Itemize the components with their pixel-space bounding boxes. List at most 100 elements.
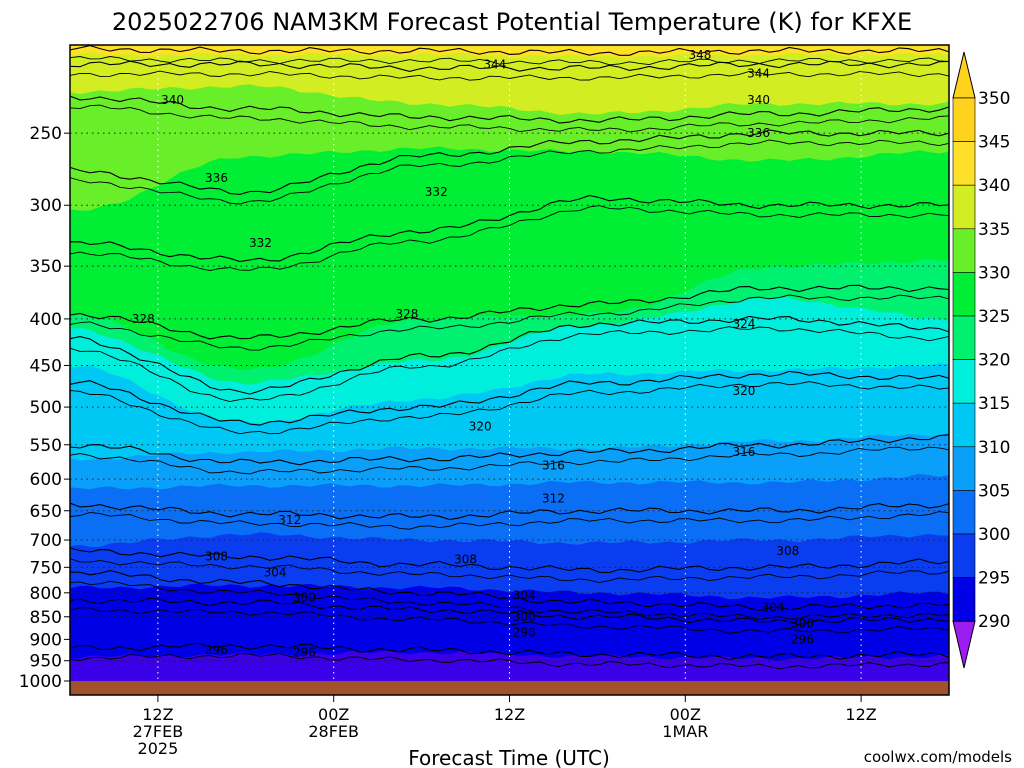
colorbar-swatch <box>952 533 976 578</box>
contour-label: 332 <box>425 185 448 199</box>
contour-316 <box>70 434 949 466</box>
x-tick-label: 00Z <box>670 705 701 724</box>
colorbar-swatch <box>952 490 976 535</box>
contour-label: 296 <box>293 645 316 659</box>
x-tick-date: 28FEB <box>308 722 359 741</box>
colorbar-label: 335 <box>978 220 1010 240</box>
contour-label: 328 <box>395 307 418 321</box>
contour-minor <box>70 139 949 205</box>
contour-minor <box>70 558 949 584</box>
contour-minor <box>70 580 949 620</box>
contour-332 <box>70 194 949 263</box>
contour-label: 320 <box>732 384 755 398</box>
x-tick-year: 2025 <box>138 739 179 758</box>
contour-label: 344 <box>483 57 506 71</box>
colorbar-top-arrow <box>952 51 976 99</box>
y-tick-label: 550 <box>30 436 62 456</box>
y-tick-label: 950 <box>30 652 62 672</box>
y-tick-label: 350 <box>30 257 62 277</box>
contour-label: 304 <box>513 588 536 602</box>
contour-label-layer: 344 348 344 340 340 336 336 332 332 328 328 324 320 3… <box>132 48 814 660</box>
contour-label: 340 <box>747 93 770 107</box>
colorbar-label: 305 <box>978 481 1010 501</box>
contour-layer <box>70 45 949 670</box>
contour-label: 296 <box>205 643 228 657</box>
y-tick-label: 400 <box>30 310 62 330</box>
y-tick-label: 800 <box>30 584 62 604</box>
contour-336 <box>70 129 949 195</box>
contour-320 <box>70 370 949 426</box>
x-tick-label: 00Z <box>318 705 349 724</box>
colorbar-label: 325 <box>978 307 1010 327</box>
colorbar-swatch <box>952 446 976 491</box>
contour-296 <box>70 642 949 661</box>
y-tick-label: 450 <box>30 356 62 376</box>
colorbar-label: 300 <box>978 525 1010 545</box>
y-tick-label: 600 <box>30 470 62 490</box>
contour-label: 300 <box>293 591 316 605</box>
contour-label: 304 <box>762 600 785 614</box>
contour-minor <box>70 104 949 133</box>
colorbar-label: 310 <box>978 438 1010 458</box>
colorbar-swatch <box>952 228 976 273</box>
chart-title: 2025022706 NAM3KM Forecast Potential Tem… <box>112 8 912 36</box>
colorbar-swatch <box>952 577 976 622</box>
y-tick-label: 700 <box>30 531 62 551</box>
contour-348 <box>70 45 949 56</box>
contour-label: 312 <box>542 491 565 505</box>
contour-label: 316 <box>542 459 565 473</box>
y-axis: 2503003504004505005506006507007508008509… <box>19 124 70 692</box>
contour-324 <box>70 315 949 395</box>
contour-label: 336 <box>747 126 770 140</box>
contour-304 <box>70 570 949 611</box>
contour-label: 296 <box>791 632 814 646</box>
colorbar-label: 340 <box>978 176 1010 196</box>
contour-label: 324 <box>732 317 755 331</box>
ground-bar <box>70 681 949 695</box>
contour-minor <box>70 381 949 435</box>
contour-label: 312 <box>278 513 301 527</box>
colorbar-label: 295 <box>978 569 1010 589</box>
x-axis-label: Forecast Time (UTC) <box>408 746 610 768</box>
x-tick-date: 1MAR <box>662 722 708 741</box>
y-tick-label: 1000 <box>19 672 62 692</box>
contour-minor <box>70 653 949 670</box>
contour-label: 308 <box>776 544 799 558</box>
contour-minor <box>70 446 949 475</box>
contour-minor <box>70 56 949 66</box>
contour-344 <box>70 60 949 72</box>
colorbar-label: 345 <box>978 133 1010 153</box>
contour-minor <box>70 294 949 351</box>
contour-minor <box>70 205 949 272</box>
contour-label: 340 <box>161 93 184 107</box>
y-tick-label: 650 <box>30 502 62 522</box>
colorbar: 290 295 300 305 310 315 320 325 330 335 340 345 350 <box>952 51 1010 669</box>
contour-308 <box>70 547 949 574</box>
contour-300 <box>70 597 949 626</box>
x-tick-label: 12Z <box>494 705 525 724</box>
contour-label: 336 <box>205 171 228 185</box>
contour-328 <box>70 284 949 340</box>
contour-label: 348 <box>688 48 711 62</box>
x-tick-label: 12Z <box>845 705 876 724</box>
x-tick-date: 27FEB <box>133 722 184 741</box>
colorbar-swatch <box>952 184 976 230</box>
contour-label: 308 <box>454 552 477 566</box>
contour-340 <box>70 95 949 124</box>
contour-minor <box>70 326 949 403</box>
colorbar-label: 315 <box>978 394 1010 414</box>
y-tick-label: 850 <box>30 608 62 628</box>
colorbar-label: 290 <box>978 612 1010 632</box>
colorbar-label: 320 <box>978 351 1010 371</box>
colorbar-swatch <box>952 359 976 404</box>
colorbar-swatch <box>952 97 976 142</box>
contour-minor <box>70 70 949 81</box>
colorbar-swatch <box>952 315 976 360</box>
y-tick-label: 250 <box>30 124 62 144</box>
contour-312 <box>70 502 949 521</box>
contour-minor <box>70 511 949 530</box>
colorbar-swatch <box>952 141 976 186</box>
contour-label: 308 <box>205 550 228 564</box>
